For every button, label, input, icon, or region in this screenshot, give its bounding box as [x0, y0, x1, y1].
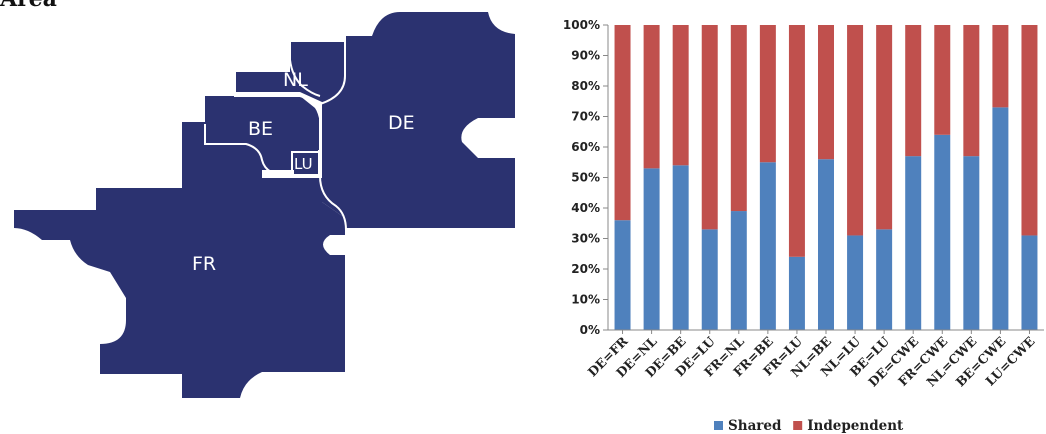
map-label-nl: NL [283, 69, 308, 91]
map-label-lu: LU [294, 155, 313, 173]
region-map: NL BE LU DE FR [14, 12, 515, 398]
bar-independent-fr-be [759, 25, 776, 163]
page-title: Area [0, 0, 57, 12]
map-label-be: BE [248, 118, 273, 140]
y-tick-label: 70% [571, 110, 600, 124]
y-tick-label: 20% [571, 262, 600, 276]
bar-shared-nl-cwe [963, 156, 980, 330]
bar-independent-nl-cwe [963, 25, 980, 157]
bar-independent-be-cwe [992, 25, 1009, 108]
y-axis: 0% 10% 20% 30% 40% 50% 60% 70% 80% 90% 100% [563, 18, 609, 337]
y-tick-label: 10% [571, 293, 600, 307]
bar-independent-de-cwe [905, 25, 922, 157]
x-axis: DE=FRDE=NLDE=BEDE=LUFR=NLFR=BEFR=LUNL=BE… [585, 329, 1044, 390]
bar-shared-fr-nl [730, 211, 747, 330]
y-tick-label: 50% [571, 171, 600, 185]
bar-shared-de-cwe [905, 156, 922, 330]
legend-swatch [714, 421, 723, 430]
map-lu-region [294, 150, 318, 174]
stacked-bar-chart: 0% 10% 20% 30% 40% 50% 60% 70% 80% 90% 100% DE=FRD… [563, 18, 1044, 434]
bar-shared-be-cwe [992, 107, 1009, 330]
bar-shared-de-be [672, 165, 689, 330]
bar-shared-be-lu [876, 229, 893, 330]
bar-independent-nl-lu [847, 25, 864, 236]
map-de-region [322, 12, 515, 228]
y-tick-label: 60% [571, 140, 600, 154]
legend-swatch [793, 421, 803, 430]
map-borders [204, 36, 347, 231]
bar-independent-lu-cwe [1021, 25, 1038, 236]
bar-independent-be-lu [876, 25, 893, 230]
map-fr-region [14, 122, 345, 398]
y-tick-label: 40% [571, 201, 600, 215]
legend-label: Independent [807, 418, 904, 434]
bar-shared-nl-lu [847, 235, 864, 330]
bar-independent-fr-cwe [934, 25, 951, 135]
bar-shared-fr-be [759, 162, 776, 330]
bar-independent-de-nl [643, 25, 660, 169]
bars [614, 25, 1038, 330]
legend: Shared Independent [714, 418, 904, 434]
bar-independent-fr-nl [730, 25, 747, 212]
y-tick-label: 90% [571, 49, 600, 63]
map-nl-region [235, 42, 345, 102]
legend-label: Shared [728, 418, 782, 434]
bar-independent-de-fr [614, 25, 631, 221]
bar-independent-de-be [672, 25, 689, 166]
bar-shared-de-nl [643, 168, 660, 330]
bar-shared-de-lu [701, 229, 718, 330]
bar-shared-lu-cwe [1021, 235, 1038, 330]
y-tick-label: 100% [563, 18, 600, 32]
map-label-de: DE [388, 112, 415, 134]
y-tick-label: 30% [571, 232, 600, 246]
bar-shared-fr-cwe [934, 134, 951, 330]
bar-independent-nl-be [818, 25, 834, 160]
bar-shared-de-fr [614, 220, 631, 330]
y-tick-label: 80% [571, 79, 600, 93]
bar-shared-fr-lu [788, 256, 805, 330]
map-label-fr: FR [192, 253, 216, 275]
y-tick-label: 0% [580, 323, 600, 337]
bar-shared-nl-be [818, 159, 834, 330]
bar-independent-de-lu [701, 25, 718, 230]
bar-independent-fr-lu [788, 25, 805, 257]
